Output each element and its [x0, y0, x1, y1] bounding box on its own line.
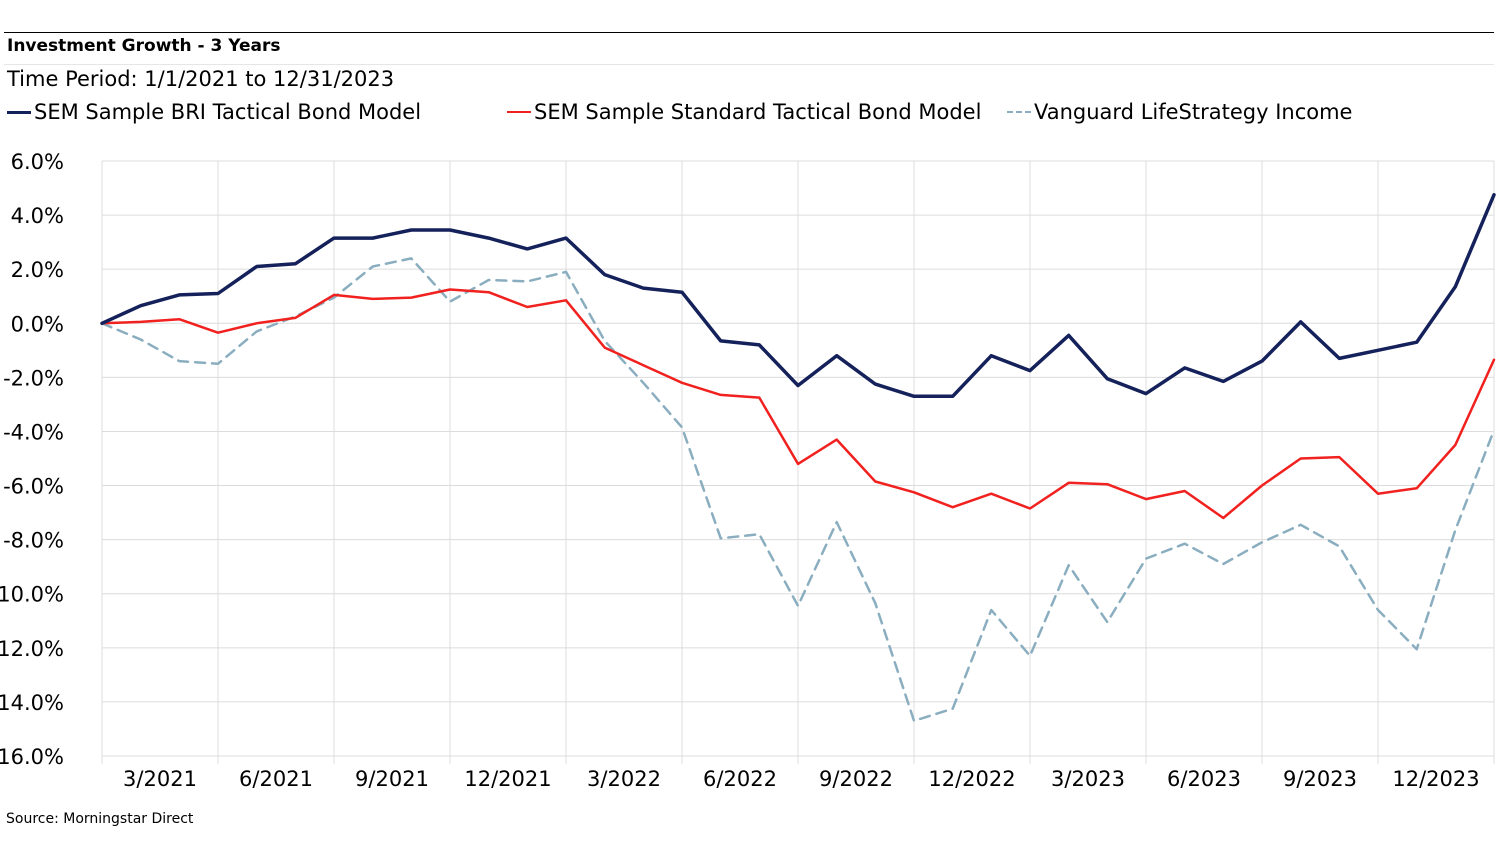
y-tick-label: -2.0%: [3, 366, 64, 390]
y-tick-label: -6.0%: [3, 475, 64, 499]
y-tick-label: -8.0%: [3, 529, 64, 553]
time-period-label: Time Period: 1/1/2021 to 12/31/2023: [7, 67, 395, 91]
y-tick-label: -16.0%: [0, 745, 64, 769]
x-tick-label: 9/2022: [819, 767, 893, 791]
y-tick-label: -12.0%: [0, 637, 64, 661]
x-tick-label: 12/2022: [928, 767, 1015, 791]
series-line-vanguard: [100, 257, 1496, 723]
legend-swatch-bri: [7, 110, 31, 114]
line-chart: 6.0% 4.0% 2.0% 0.0% -2.0% -4.0% -6.0% -8.0% -10.…: [0, 150, 1496, 791]
legend-label-standard: SEM Sample Standard Tactical Bond Model: [534, 100, 982, 124]
y-tick-label: 0.0%: [11, 312, 64, 336]
y-tick-label: -14.0%: [0, 691, 64, 715]
legend-item-vanguard[interactable]: Vanguard LifeStrategy Income: [1007, 100, 1352, 124]
header-rule: [4, 32, 1494, 33]
x-tick-label: 3/2021: [123, 767, 197, 791]
x-tick-label: 6/2022: [703, 767, 777, 791]
x-tick-label: 3/2022: [587, 767, 661, 791]
y-tick-label: 4.0%: [11, 204, 64, 228]
legend-label-bri: SEM Sample BRI Tactical Bond Model: [34, 100, 422, 124]
chart-legend: SEM Sample BRI Tactical Bond Model SEM S…: [0, 100, 1500, 130]
x-tick-label: 12/2023: [1392, 767, 1479, 791]
series-line-standard: [100, 288, 1496, 520]
series-line-bri: [100, 193, 1496, 399]
chart-title: Investment Growth - 3 Years: [7, 36, 281, 56]
legend-item-bri[interactable]: SEM Sample BRI Tactical Bond Model: [7, 100, 421, 124]
y-tick-label: 2.0%: [11, 258, 64, 282]
legend-swatch-vanguard: [1007, 111, 1031, 113]
x-tick-label: 9/2023: [1283, 767, 1357, 791]
x-tick-label: 6/2021: [239, 767, 313, 791]
legend-label-vanguard: Vanguard LifeStrategy Income: [1034, 100, 1353, 124]
title-divider: [4, 64, 1494, 65]
x-tick-label: 9/2021: [355, 767, 429, 791]
y-tick-label: 6.0%: [11, 150, 64, 174]
source-note: Source: Morningstar Direct: [6, 811, 194, 827]
legend-swatch-standard: [507, 111, 531, 113]
y-tick-label: -10.0%: [0, 583, 64, 607]
legend-item-standard[interactable]: SEM Sample Standard Tactical Bond Model: [507, 100, 981, 124]
y-tick-label: -4.0%: [3, 420, 64, 444]
x-tick-label: 6/2023: [1167, 767, 1241, 791]
x-tick-label: 3/2023: [1051, 767, 1125, 791]
x-tick-label: 12/2021: [464, 767, 551, 791]
